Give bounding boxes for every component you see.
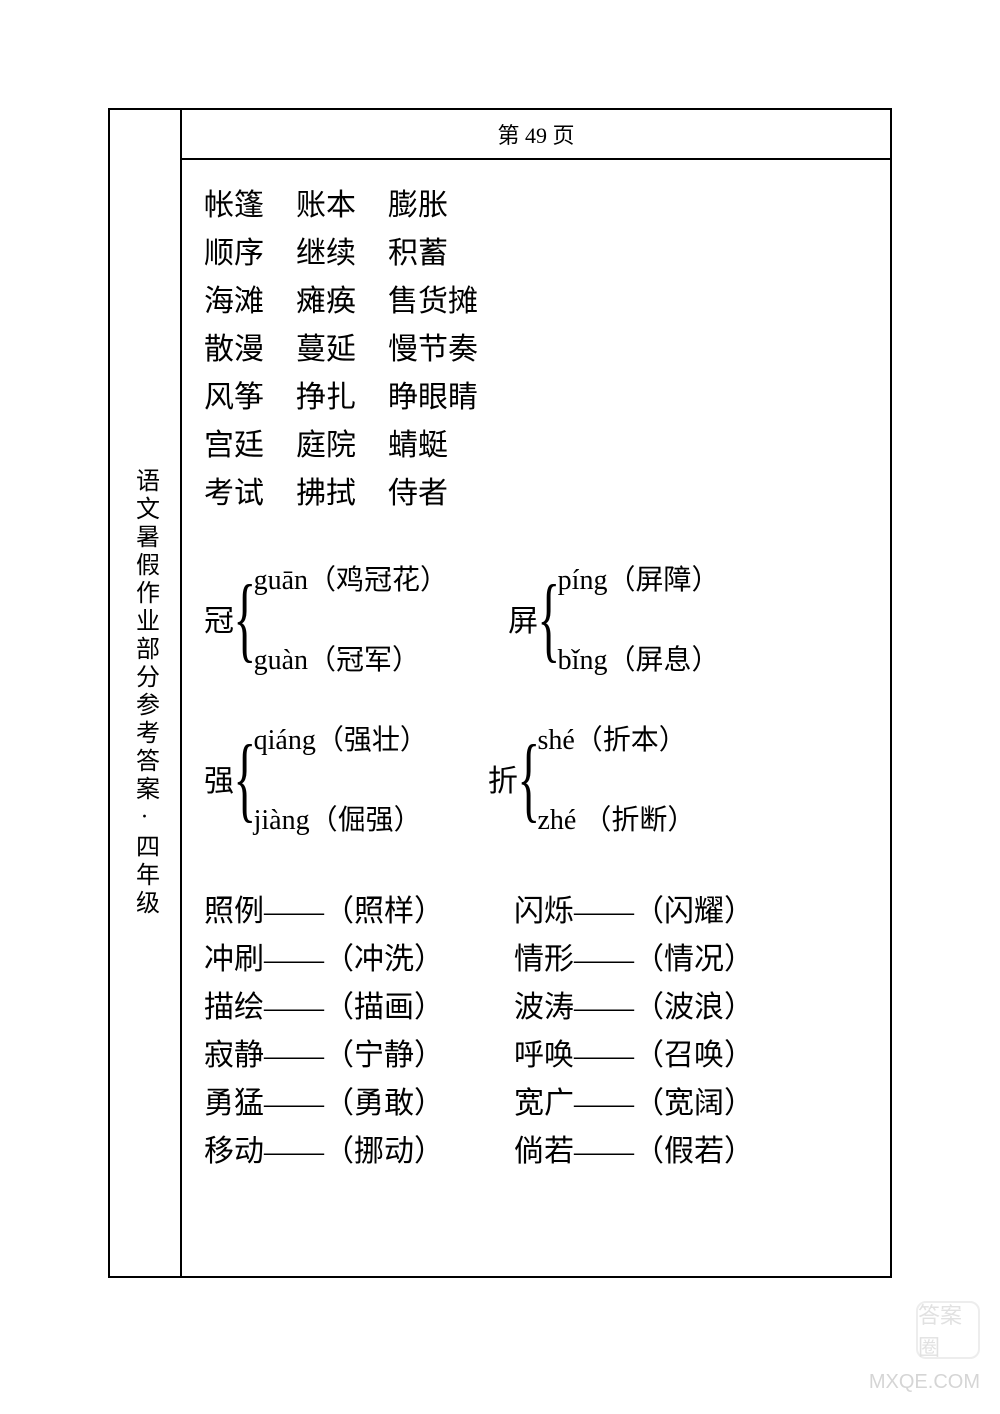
synonym-pair: 倘若——（假若） — [514, 1128, 754, 1176]
word: 账本 — [296, 189, 356, 222]
reading: píng（屏障） — [558, 558, 720, 598]
brace-icon: { — [233, 571, 256, 666]
document-frame: 语文暑假作业部分参考答案·四年级 第 49 页 帐篷账本膨胀顺序继续积蓄海滩瘫痪… — [108, 108, 892, 1278]
synonym-list: 照例——（照样）闪烁——（闪耀）冲刷——（冲洗）情形——（情况）描绘——（描画）… — [204, 888, 868, 1176]
synonym-pair: 描绘——（描画） — [204, 984, 514, 1032]
reading: qiáng（强壮） — [254, 718, 428, 758]
brace-icon: { — [537, 571, 560, 666]
reading: jiàng（倔强） — [254, 798, 428, 838]
synonym-pair: 寂静——（宁静） — [204, 1032, 514, 1080]
word: 继续 — [296, 237, 356, 270]
word: 蔓延 — [296, 333, 356, 366]
polyphone-char: 冠 — [204, 596, 234, 640]
synonym-pair: 移动——（挪动） — [204, 1128, 514, 1176]
polyphone-char: 折 — [488, 756, 518, 800]
synonym-pair: 波涛——（波浪） — [514, 984, 754, 1032]
brace-icon: { — [517, 731, 540, 826]
synonym-row: 照例——（照样）闪烁——（闪耀） — [204, 888, 868, 936]
synonym-row: 寂静——（宁静）呼唤——（召唤） — [204, 1032, 868, 1080]
polyphone-group-qiang: 强 { qiáng（强壮） jiàng（倔强） — [204, 718, 428, 838]
word: 睁眼睛 — [388, 381, 478, 414]
polyphone-row-1: 冠 { guān（鸡冠花） guàn（冠军） 屏 { píng（屏障） bǐng… — [204, 558, 868, 678]
word: 慢节奏 — [388, 333, 478, 366]
polyphone-row-2: 强 { qiáng（强壮） jiàng（倔强） 折 { shé（折本） zhé … — [204, 718, 868, 838]
word-row: 宫廷庭院蜻蜓 — [204, 422, 868, 470]
watermark-text: MXQE.COM — [869, 1371, 980, 1394]
polyphone-group-ping: 屏 { píng（屏障） bǐng（屏息） — [508, 558, 719, 678]
word-row: 考试拂拭侍者 — [204, 470, 868, 518]
word: 帐篷 — [204, 189, 264, 222]
reading: bǐng（屏息） — [558, 638, 720, 678]
word-row: 顺序继续积蓄 — [204, 230, 868, 278]
synonym-row: 勇猛——（勇敢）宽广——（宽阔） — [204, 1080, 868, 1128]
synonym-row: 冲刷——（冲洗）情形——（情况） — [204, 936, 868, 984]
brace-icon: { — [233, 731, 256, 826]
reading: zhé （折断） — [537, 798, 695, 838]
word: 散漫 — [204, 333, 264, 366]
word: 庭院 — [296, 429, 356, 462]
synonym-pair: 呼唤——（召唤） — [514, 1032, 754, 1080]
reading: guàn（冠军） — [254, 638, 448, 678]
polyphone-char: 屏 — [508, 596, 538, 640]
word: 膨胀 — [388, 189, 448, 222]
synonym-pair: 照例——（照样） — [204, 888, 514, 936]
polyphone-readings: shé（折本） zhé （折断） — [537, 718, 695, 838]
word-row: 风筝挣扎睁眼睛 — [204, 374, 868, 422]
content-area: 帐篷账本膨胀顺序继续积蓄海滩瘫痪售货摊散漫蔓延慢节奏风筝挣扎睁眼睛宫廷庭院蜻蜓考… — [182, 160, 890, 1276]
word: 考试 — [204, 477, 264, 510]
word: 售货摊 — [388, 285, 478, 318]
word-row: 散漫蔓延慢节奏 — [204, 326, 868, 374]
word: 积蓄 — [388, 237, 448, 270]
side-column: 语文暑假作业部分参考答案·四年级 — [110, 110, 182, 1276]
polyphone-group-guan: 冠 { guān（鸡冠花） guàn（冠军） — [204, 558, 448, 678]
reading: guān（鸡冠花） — [254, 558, 448, 598]
word: 拂拭 — [296, 477, 356, 510]
word: 挣扎 — [296, 381, 356, 414]
word-list: 帐篷账本膨胀顺序继续积蓄海滩瘫痪售货摊散漫蔓延慢节奏风筝挣扎睁眼睛宫廷庭院蜻蜓考… — [204, 182, 868, 518]
watermark-badge: 答案圈 — [916, 1301, 980, 1359]
word-row: 帐篷账本膨胀 — [204, 182, 868, 230]
side-label: 语文暑假作业部分参考答案·四年级 — [128, 468, 163, 918]
word-row: 海滩瘫痪售货摊 — [204, 278, 868, 326]
synonym-pair: 宽广——（宽阔） — [514, 1080, 754, 1128]
synonym-row: 描绘——（描画）波涛——（波浪） — [204, 984, 868, 1032]
word: 海滩 — [204, 285, 264, 318]
page-header: 第 49 页 — [182, 110, 890, 160]
polyphone-group-zhe: 折 { shé（折本） zhé （折断） — [488, 718, 695, 838]
synonym-pair: 情形——（情况） — [514, 936, 754, 984]
word: 顺序 — [204, 237, 264, 270]
polyphone-readings: guān（鸡冠花） guàn（冠军） — [254, 558, 448, 678]
polyphone-readings: qiáng（强壮） jiàng（倔强） — [254, 718, 428, 838]
polyphone-char: 强 — [204, 756, 234, 800]
word: 宫廷 — [204, 429, 264, 462]
polyphone-readings: píng（屏障） bǐng（屏息） — [558, 558, 720, 678]
main-column: 第 49 页 帐篷账本膨胀顺序继续积蓄海滩瘫痪售货摊散漫蔓延慢节奏风筝挣扎睁眼睛… — [182, 110, 890, 1276]
word: 瘫痪 — [296, 285, 356, 318]
word: 侍者 — [388, 477, 448, 510]
synonym-row: 移动——（挪动）倘若——（假若） — [204, 1128, 868, 1176]
word: 蜻蜓 — [388, 429, 448, 462]
reading: shé（折本） — [537, 718, 695, 758]
synonym-pair: 勇猛——（勇敢） — [204, 1080, 514, 1128]
word: 风筝 — [204, 381, 264, 414]
synonym-pair: 冲刷——（冲洗） — [204, 936, 514, 984]
synonym-pair: 闪烁——（闪耀） — [514, 888, 754, 936]
